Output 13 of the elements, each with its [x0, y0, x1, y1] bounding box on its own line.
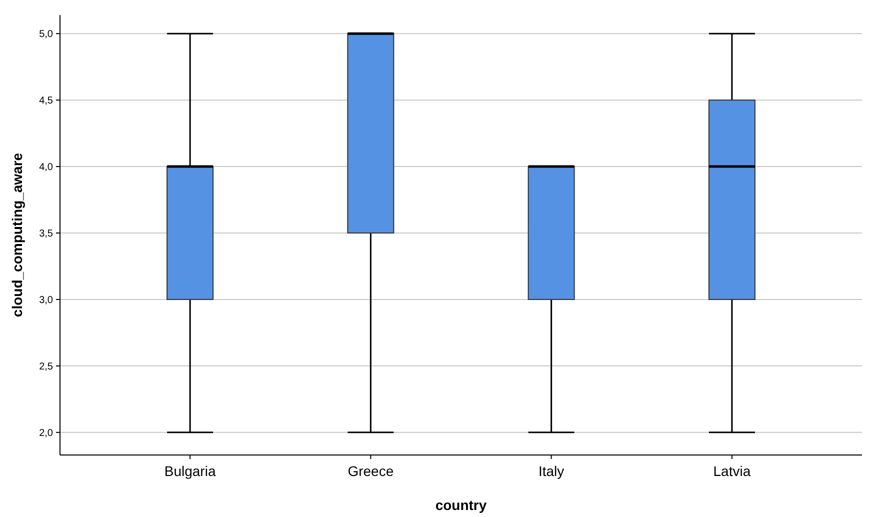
y-axis-title: cloud_computing_aware — [9, 152, 25, 318]
y-tick-label: 2,0 — [39, 428, 54, 439]
y-tick-label: 3,5 — [39, 228, 54, 240]
x-tick-label: Latvia — [713, 463, 751, 479]
y-tick-label: 2,5 — [39, 361, 54, 372]
y-tick-label: 4,0 — [39, 162, 54, 174]
y-tick-label: 3,0 — [39, 294, 54, 306]
y-tick-label: 4,5 — [39, 96, 54, 107]
y-tick-label: 5,0 — [39, 29, 54, 40]
x-tick-label: Greece — [348, 463, 394, 479]
x-axis-title: country — [435, 497, 487, 513]
x-tick-label: Bulgaria — [164, 463, 216, 479]
x-tick-label: Italy — [538, 463, 564, 479]
